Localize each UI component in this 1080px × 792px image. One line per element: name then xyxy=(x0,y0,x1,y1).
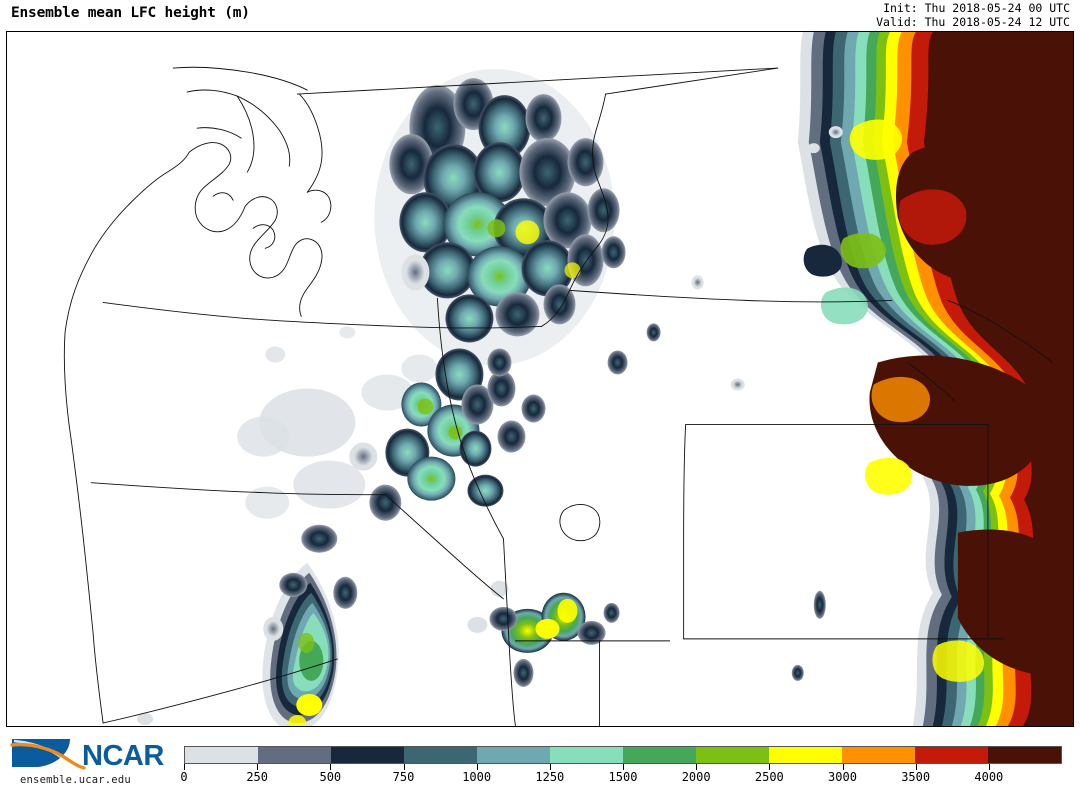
timestamp-block: Init: Thu 2018-05-24 00 UTC Valid: Thu 2… xyxy=(876,1,1070,29)
colorbar-tick xyxy=(988,764,990,770)
logo-wordmark: NCAR xyxy=(82,740,164,772)
footer-bar: NCAR ensemble.ucar.edu 0 250 500 750 1000 125… xyxy=(0,727,1080,792)
colorbar-swatch xyxy=(696,747,769,763)
colorbar-tick-label: 1000 xyxy=(462,770,492,784)
logo-url-text: ensemble.ucar.edu xyxy=(20,774,131,786)
colorbar-tick-label: 2000 xyxy=(681,770,711,784)
colorbar-tick-label: 4000 xyxy=(974,770,1004,784)
colorbar-swatch xyxy=(769,747,842,763)
colorbar-tick xyxy=(769,764,771,770)
colorbar-tick-label: 0 xyxy=(180,770,188,784)
colorbar-swatch xyxy=(915,747,988,763)
colorbar-tick-label: 2500 xyxy=(754,770,784,784)
colorbar-tick-label: 3000 xyxy=(828,770,857,784)
colorbar-swatch xyxy=(550,747,623,763)
high-lfc-region xyxy=(797,32,1073,726)
colorbar-swatch xyxy=(331,747,404,763)
map-frame[interactable] xyxy=(6,31,1074,727)
great-basin-scatter xyxy=(237,348,546,521)
page-title: Ensemble mean LFC height (m) xyxy=(11,5,250,21)
sierra-nevada-band xyxy=(262,524,358,726)
colorbar-swatch xyxy=(258,747,331,763)
colorbar-tick xyxy=(842,764,844,770)
colorbar-tick xyxy=(476,764,478,770)
header-bar: Ensemble mean LFC height (m) Init: Thu 2… xyxy=(0,0,1080,31)
colorbar-swatch xyxy=(988,747,1061,763)
colorbar-tick-label: 3500 xyxy=(901,770,931,784)
four-corners-cluster xyxy=(467,580,620,687)
colorbar-tick-label: 750 xyxy=(392,770,415,784)
colorbar-tick-label: 500 xyxy=(319,770,342,784)
colorbar-tick xyxy=(915,764,917,770)
colorbar-tick xyxy=(330,764,332,770)
logo-orange-swoosh xyxy=(10,742,86,770)
valid-time-label: Valid: Thu 2018-05-24 12 UTC xyxy=(876,14,1070,29)
colorbar-tick xyxy=(257,764,259,770)
forecast-map[interactable] xyxy=(7,32,1073,726)
colorbar-tick-label: 1500 xyxy=(608,770,638,784)
colorbar-swatch xyxy=(623,747,696,763)
colorbar-tick-labels: 0 250 500 750 1000 1250 1500 2000 2500 3000 3500 40… xyxy=(180,770,1062,788)
colorbar-swatch xyxy=(477,747,550,763)
colorbar[interactable]: 0 250 500 750 1000 1250 1500 2000 2500 3000 3500 40… xyxy=(180,746,1062,788)
colorbar-tick xyxy=(184,764,185,770)
colorbar-tick-label: 250 xyxy=(246,770,268,784)
ncar-logo[interactable]: NCAR ensemble.ucar.edu xyxy=(6,735,178,787)
colorbar-gradient[interactable] xyxy=(184,746,1062,764)
colorbar-ticks xyxy=(184,764,1062,770)
colorbar-swatch xyxy=(842,747,915,763)
colorbar-swatch xyxy=(185,747,258,763)
ncar-logo-mark: NCAR xyxy=(10,739,165,772)
colorbar-tick xyxy=(403,764,405,770)
colorbar-tick xyxy=(623,764,624,770)
colorbar-tick-label: 1250 xyxy=(535,770,565,784)
map-boundaries xyxy=(63,66,1053,726)
colorbar-tick xyxy=(549,764,551,770)
northwest-cell-cluster xyxy=(374,69,626,366)
colorbar-swatch xyxy=(404,747,477,763)
init-time-label: Init: Thu 2018-05-24 00 UTC xyxy=(883,1,1070,15)
colorbar-tick xyxy=(696,764,698,770)
isolated-cells xyxy=(137,126,843,725)
